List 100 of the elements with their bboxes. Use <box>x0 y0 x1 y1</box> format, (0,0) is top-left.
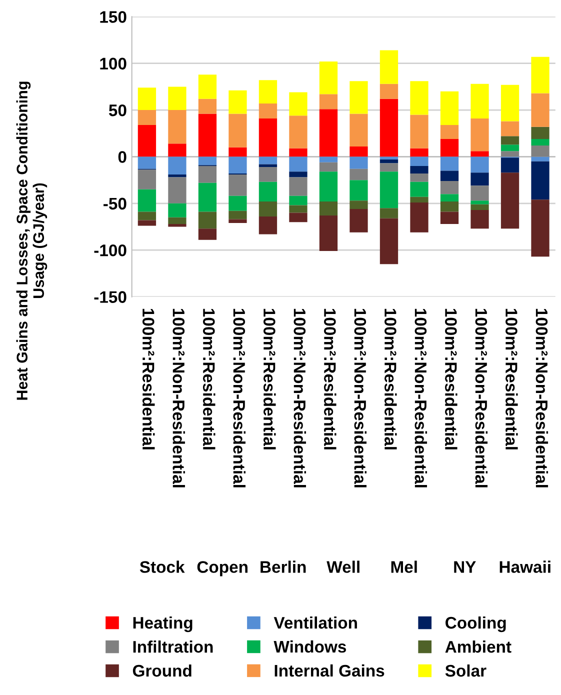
text: Berlin <box>260 560 306 573</box>
legend-label: Infiltration <box>133 640 213 653</box>
bar <box>319 162 338 172</box>
bar <box>289 148 308 157</box>
bar <box>168 110 186 144</box>
bar <box>470 118 489 152</box>
bar <box>258 164 278 167</box>
x-tick-label: 100m²:Residential <box>264 308 276 450</box>
bar <box>350 168 368 180</box>
bar <box>138 220 156 226</box>
text: Mel <box>391 560 417 573</box>
bar <box>258 80 278 104</box>
bar <box>410 196 428 202</box>
bar <box>138 189 156 212</box>
text: Well <box>326 560 360 573</box>
bar <box>168 177 186 204</box>
bar <box>319 216 338 252</box>
bar <box>289 205 308 213</box>
bar <box>258 166 278 182</box>
y-tick-label: -100 <box>94 244 126 256</box>
bar <box>228 156 247 174</box>
bar <box>380 218 398 264</box>
bar <box>380 98 398 157</box>
bar <box>138 156 156 169</box>
bar <box>289 116 308 148</box>
x-tick-label: 100m²:Residential <box>142 308 155 450</box>
bar <box>350 209 368 232</box>
bar <box>138 110 156 125</box>
bar <box>440 156 459 171</box>
x-tick-label: 100m²:Non-Residential <box>414 308 428 488</box>
bar <box>198 182 217 212</box>
bar <box>531 126 550 139</box>
x-tick-label: 100m²:Non-Residential <box>536 308 548 488</box>
x-tick-label: 100m²:Residential <box>202 308 216 450</box>
y-tick-label: 0 <box>118 151 126 163</box>
bar <box>380 160 398 164</box>
bar <box>228 90 247 114</box>
text: Hawaii <box>500 560 550 573</box>
x-tick-label: 100m²:Non-Residential <box>233 308 246 488</box>
bar <box>500 84 520 122</box>
bar <box>228 210 247 220</box>
legend-label: Ambient <box>445 640 512 653</box>
bar <box>228 196 247 211</box>
x-tick-label: 100m²:Non-Residential <box>172 308 185 488</box>
bar <box>380 50 398 84</box>
bar <box>289 172 308 178</box>
bar <box>350 146 368 157</box>
x-tick-label: 100m²:Residential <box>506 308 518 450</box>
bar <box>168 144 186 157</box>
bar <box>531 146 550 157</box>
bar <box>410 182 428 197</box>
bar <box>228 174 247 196</box>
bar <box>500 151 520 157</box>
bar <box>531 138 550 146</box>
bar <box>168 224 186 227</box>
bar <box>440 170 459 181</box>
text: Stock <box>140 560 185 573</box>
bar <box>410 148 428 157</box>
text: Copen <box>197 561 248 576</box>
bar <box>168 217 186 224</box>
y-tick-label: 50 <box>108 104 126 116</box>
bar <box>500 172 520 229</box>
legend-label: Internal Gains <box>274 664 384 677</box>
y-axis-title: Heat Gains and Losses, Space Conditioning Usage (GJ/year) <box>16 82 48 400</box>
bar <box>198 98 217 114</box>
bar <box>319 156 338 162</box>
bar <box>319 202 338 216</box>
legend-label: Cooling <box>446 616 506 632</box>
bar <box>500 158 520 173</box>
y-tick-label: 100 <box>100 58 126 70</box>
bar <box>380 84 398 99</box>
bar <box>531 156 550 162</box>
bar <box>228 219 247 224</box>
y-tick-label: -50 <box>104 198 126 210</box>
y-tick-label: -150 <box>94 291 126 303</box>
bar <box>531 93 550 127</box>
bar <box>289 92 308 116</box>
bar <box>138 212 156 220</box>
bar <box>258 202 278 216</box>
bar <box>258 118 278 157</box>
legend-label: Ground <box>132 664 192 677</box>
legend-label: Solar <box>445 664 486 677</box>
bar <box>138 88 156 110</box>
bar <box>410 114 428 148</box>
bar <box>410 174 428 182</box>
bar <box>319 61 338 94</box>
bar <box>350 200 368 210</box>
bar <box>410 166 428 174</box>
legend-label: Windows <box>274 640 346 653</box>
bar <box>531 161 550 200</box>
bar <box>168 86 186 110</box>
bar <box>470 204 489 210</box>
bar <box>258 104 278 118</box>
bar <box>350 114 368 146</box>
text: NY <box>454 561 476 573</box>
bar <box>500 136 520 145</box>
bar <box>380 208 398 218</box>
bar <box>410 81 428 115</box>
bar <box>138 170 156 190</box>
bar <box>258 182 278 202</box>
